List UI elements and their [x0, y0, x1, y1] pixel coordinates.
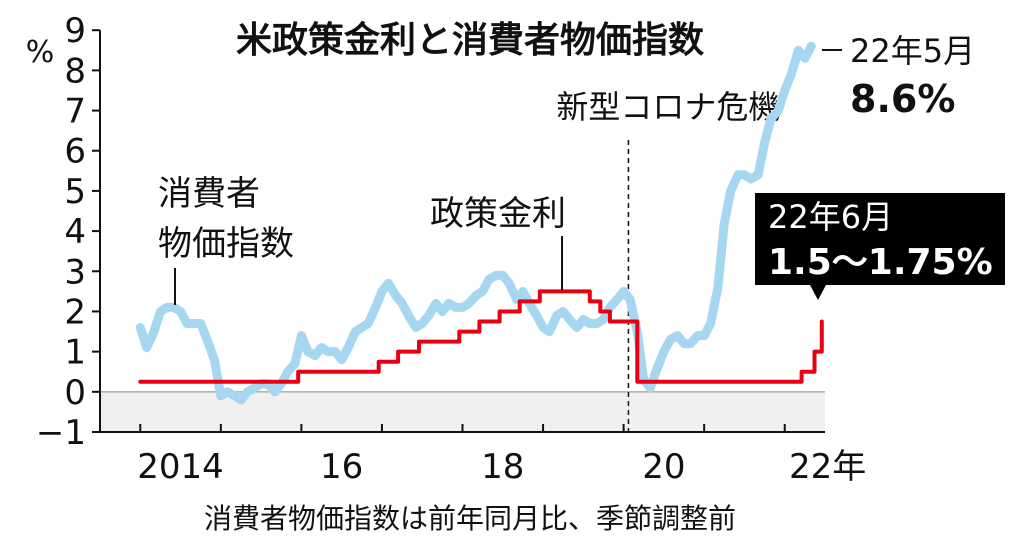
y-tick-label: 4 — [64, 212, 86, 252]
callout-box — [755, 193, 1005, 285]
x-tick-label: 16 — [320, 447, 363, 487]
event-label: 新型コロナ危機 — [556, 88, 780, 126]
x-tick-label: 2014 — [137, 447, 224, 487]
callout-value: 8.6% — [850, 77, 955, 121]
x-tick-label: 22年 — [789, 447, 866, 487]
callout-value: 1.5～1.75% — [768, 242, 993, 283]
y-tick-label: 1 — [64, 333, 86, 373]
series-line — [135, 41, 816, 405]
chart-title: 米政策金利と消費者物価指数 — [236, 19, 704, 61]
series-label: 物価指数 — [158, 224, 294, 264]
x-tick-label: 20 — [642, 447, 685, 487]
y-tick-label: −1 — [36, 413, 86, 453]
callout-pointer — [810, 285, 826, 300]
y-tick-label: 3 — [64, 252, 86, 292]
y-tick-label: 8 — [64, 51, 86, 91]
series-line — [138, 289, 824, 384]
y-tick-label: 9 — [64, 11, 86, 51]
y-tick-label: 6 — [64, 132, 86, 172]
y-tick-label: 5 — [64, 172, 86, 212]
footnote: 消費者物価指数は前年同月比、季節調整前 — [204, 502, 736, 535]
callout-text: 22年6月 — [768, 198, 893, 236]
series-label: 消費者 — [158, 174, 260, 214]
y-tick-label: 0 — [64, 373, 86, 413]
y-tick-label: 7 — [64, 92, 86, 132]
series-label: 政策金利 — [430, 194, 566, 234]
y-axis-unit: % — [26, 35, 55, 70]
y-tick-label: 2 — [64, 292, 86, 332]
callout-text: 22年5月 — [850, 32, 975, 70]
x-tick-label: 18 — [481, 447, 524, 487]
